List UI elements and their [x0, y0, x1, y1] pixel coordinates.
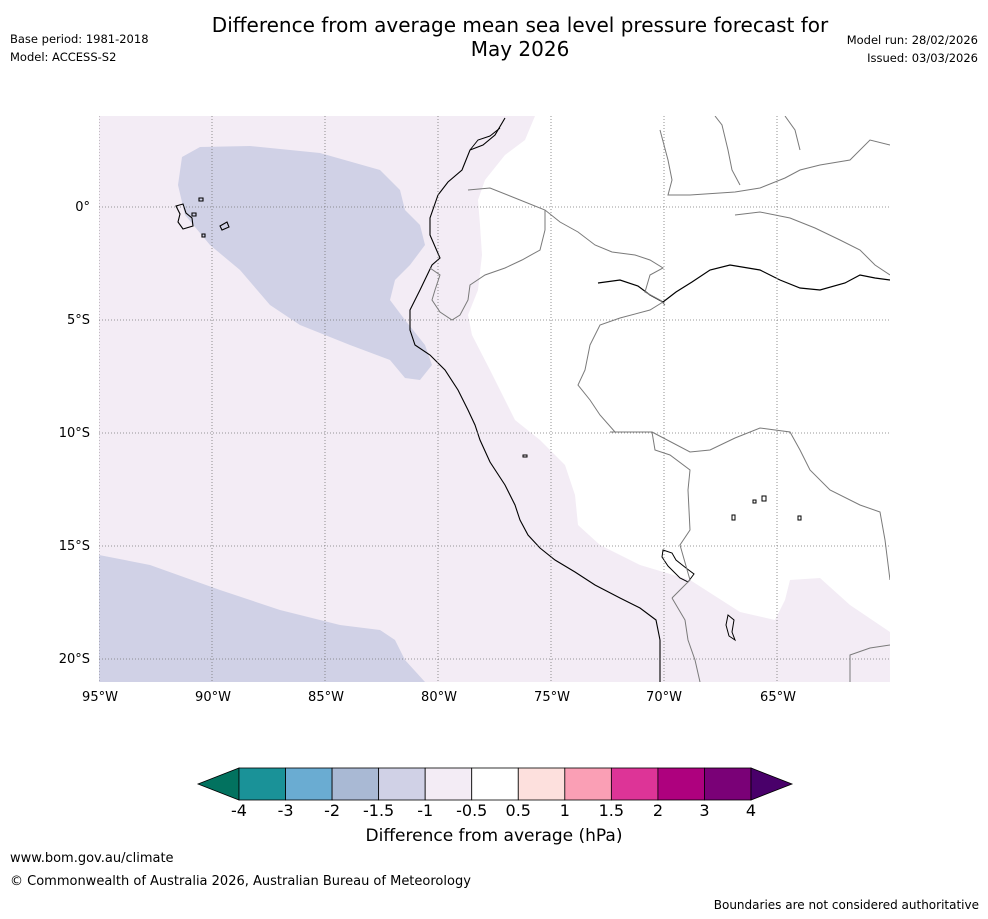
colorbar-segment — [424, 767, 473, 801]
lon-label-85w: 85°W — [308, 690, 344, 705]
lakes — [522, 454, 802, 642]
meta-left: Base period: 1981-2018 Model: ACCESS-S2 — [10, 30, 149, 66]
latitude-labels: 0° 5°S 10°S 15°S 20°S — [59, 200, 90, 667]
colorbar-label: Difference from average (hPa) — [365, 826, 623, 846]
longitude-labels: 95°W 90°W 85°W 80°W 75°W 70°W 65°W — [82, 690, 796, 705]
colorbar-segment — [285, 767, 333, 801]
colorbar-tick-label: 2 — [653, 801, 663, 820]
page-title: Difference from average mean sea level p… — [190, 13, 850, 61]
land-neutral-region — [468, 116, 890, 632]
colorbar-tick-label: 1.5 — [599, 801, 624, 820]
colorbar-tick-label: 3 — [699, 801, 709, 820]
colorbar-segment — [657, 767, 705, 801]
colorbar — [196, 767, 794, 801]
lon-label-75w: 75°W — [534, 690, 570, 705]
colorbar-segment — [610, 767, 659, 801]
model-run: Model run: 28/02/2026 — [846, 33, 978, 47]
footer-copyright: © Commonwealth of Australia 2026, Austra… — [10, 874, 471, 889]
colorbar-segment — [238, 767, 286, 801]
colorbar-segment — [564, 767, 612, 801]
colorbar-tick-label: 1 — [560, 801, 570, 820]
lat-label-10s: 10°S — [59, 426, 90, 441]
map-area — [99, 116, 890, 682]
gridlines — [99, 116, 890, 682]
colorbar-tick-label: -4 — [231, 801, 247, 820]
anomaly-region-southwest — [99, 555, 425, 682]
lon-label-80w: 80°W — [421, 690, 457, 705]
colorbar-extend-high — [750, 767, 794, 801]
lon-label-90w: 90°W — [195, 690, 231, 705]
colorbar-tick-label: -2 — [324, 801, 340, 820]
title-line-1: Difference from average mean sea level p… — [211, 13, 829, 37]
meta-right: Model run: 28/02/2026 Issued: 03/03/2026 — [847, 31, 978, 67]
national-borders — [429, 116, 890, 682]
colorbar-tick-label: -0.5 — [456, 801, 487, 820]
coastline — [409, 117, 661, 682]
colorbar-segment — [331, 767, 380, 801]
base-period: Base period: 1981-2018 — [10, 32, 149, 46]
colorbar-segment — [471, 767, 519, 801]
colorbar-tick-labels: -4 -3 -2 -1.5 -1 -0.5 0.5 1 1.5 2 3 4 — [231, 801, 756, 820]
footer-url[interactable]: www.bom.gov.au/climate — [10, 851, 174, 866]
colorbar-tick-label: -1.5 — [363, 801, 394, 820]
lon-label-70w: 70°W — [646, 690, 682, 705]
model-name: Model: ACCESS-S2 — [10, 50, 117, 64]
colorbar-segment — [517, 767, 566, 801]
title-line-2: May 2026 — [470, 37, 570, 61]
colorbar-tick-label: -1 — [417, 801, 433, 820]
colorbar-segment — [704, 767, 752, 801]
colorbar-segment — [378, 767, 426, 801]
anomaly-region-galapagos — [178, 146, 432, 380]
coastline-north — [469, 127, 501, 151]
lat-label-5s: 5°S — [67, 313, 90, 328]
colorbar-extend-low — [196, 767, 240, 801]
colorbar-tick-label: -3 — [278, 801, 294, 820]
lat-label-0: 0° — [75, 200, 90, 215]
lat-label-15s: 15°S — [59, 539, 90, 554]
lat-label-20s: 20°S — [59, 652, 90, 667]
colorbar-tick-label: 4 — [746, 801, 756, 820]
footer-note: Boundaries are not considered authoritat… — [713, 898, 979, 912]
lon-label-65w: 65°W — [760, 690, 796, 705]
colorbar-tick-label: 0.5 — [506, 801, 531, 820]
issued-date: Issued: 03/03/2026 — [867, 51, 978, 65]
lon-label-95w: 95°W — [82, 690, 118, 705]
